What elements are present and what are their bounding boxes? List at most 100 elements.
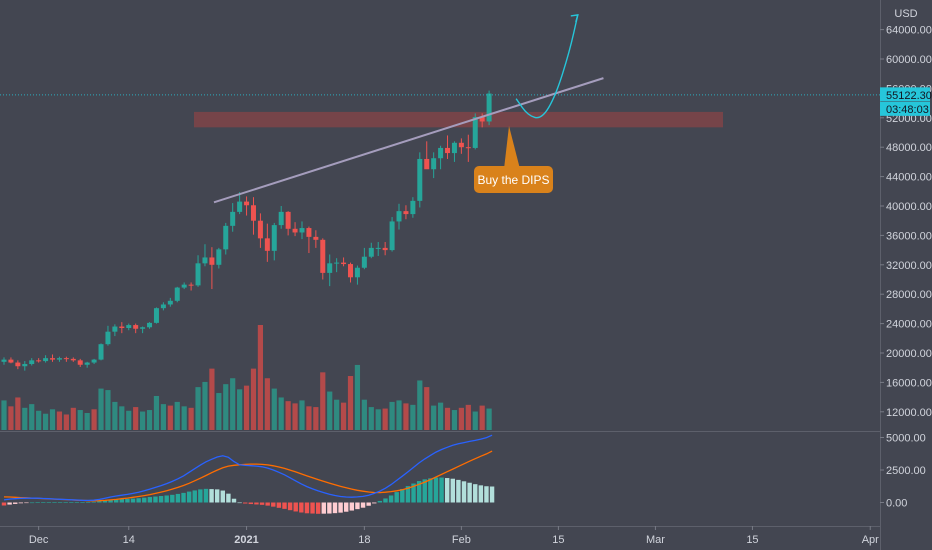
candle[interactable] [431, 158, 437, 170]
candle[interactable] [36, 360, 42, 362]
macd-histogram-bar [214, 489, 220, 503]
candle[interactable] [292, 228, 298, 233]
candle[interactable] [181, 284, 187, 288]
candle[interactable] [313, 236, 319, 240]
candle[interactable] [438, 147, 444, 159]
candle[interactable] [147, 322, 153, 328]
volume-bar [230, 378, 236, 430]
candle[interactable] [70, 358, 76, 361]
candle[interactable] [15, 362, 21, 367]
candle[interactable] [237, 201, 243, 212]
candle[interactable] [417, 158, 423, 201]
candle[interactable] [126, 325, 132, 329]
candle[interactable] [8, 359, 14, 363]
candle[interactable] [140, 327, 146, 329]
candle[interactable] [396, 211, 402, 222]
candle[interactable] [84, 362, 90, 365]
candle[interactable] [403, 211, 409, 215]
candle[interactable] [153, 308, 159, 323]
volume-bar [49, 409, 56, 430]
candle[interactable] [29, 360, 35, 365]
macd-histogram-bar [332, 502, 338, 514]
candle[interactable] [209, 257, 215, 265]
candle[interactable] [465, 147, 471, 149]
candle[interactable] [105, 331, 111, 345]
candle[interactable] [320, 239, 326, 273]
volume-bar [285, 401, 291, 430]
macd-histogram-bar [29, 502, 35, 504]
volume-bar [250, 368, 257, 430]
candle[interactable] [348, 264, 353, 278]
candle[interactable] [479, 117, 485, 122]
candle[interactable] [361, 256, 367, 268]
trendline[interactable] [213, 77, 604, 204]
volume-bar [451, 410, 458, 430]
volume-bar [133, 407, 139, 430]
macd-histogram-bar [175, 493, 181, 503]
candle[interactable] [306, 228, 312, 237]
candle[interactable] [472, 117, 478, 148]
candle[interactable] [91, 359, 97, 363]
candle[interactable] [341, 262, 347, 265]
time-tick-label: Dec [29, 534, 49, 546]
candle[interactable] [327, 263, 333, 273]
candle[interactable] [112, 326, 118, 332]
candle[interactable] [77, 360, 83, 365]
candle[interactable] [244, 201, 250, 206]
price-tick-label: 16000.00 [886, 377, 932, 389]
candle[interactable] [271, 225, 277, 251]
candle[interactable] [299, 228, 305, 233]
candle[interactable] [223, 225, 229, 250]
macd-tick-label: 5000.00 [886, 433, 926, 445]
volume-bar [472, 411, 478, 430]
candle[interactable] [285, 211, 291, 229]
candle[interactable] [98, 344, 104, 360]
candle[interactable] [22, 364, 28, 367]
candle[interactable] [382, 247, 388, 251]
volume-bar [126, 410, 132, 430]
volume-bar [410, 404, 416, 430]
projection-path[interactable] [515, 14, 579, 119]
candle[interactable] [445, 147, 451, 154]
candle[interactable] [451, 142, 457, 154]
currency-label: USD [894, 8, 917, 20]
candle[interactable] [1, 359, 7, 362]
volume-bar [56, 411, 63, 430]
candle[interactable] [63, 358, 69, 360]
candle[interactable] [458, 142, 464, 148]
resistance-zone[interactable] [194, 111, 723, 128]
candle[interactable] [410, 200, 416, 215]
candle[interactable] [188, 284, 194, 286]
candle[interactable] [486, 93, 492, 122]
candle[interactable] [375, 247, 381, 249]
buy-dips-callout[interactable]: Buy the DIPS [474, 126, 553, 193]
candle[interactable] [424, 158, 430, 170]
candle[interactable] [202, 257, 208, 264]
candle[interactable] [50, 358, 56, 360]
volume-bar [431, 405, 437, 430]
candle[interactable] [389, 221, 395, 251]
candle[interactable] [195, 263, 201, 286]
candle[interactable] [230, 211, 236, 226]
candle[interactable] [368, 247, 374, 257]
volume-bar [354, 364, 361, 430]
candle[interactable] [264, 238, 270, 251]
candle[interactable] [216, 249, 222, 265]
candle[interactable] [56, 358, 62, 360]
candle[interactable] [278, 211, 284, 226]
candle[interactable] [160, 304, 166, 309]
candle[interactable] [250, 205, 256, 221]
volume-bar [278, 397, 284, 430]
candle[interactable] [133, 325, 139, 329]
price-tick-label: 32000.00 [886, 260, 932, 272]
candle[interactable] [257, 220, 263, 239]
macd-histogram-bar [299, 502, 304, 513]
candle[interactable] [167, 300, 173, 305]
candle[interactable] [43, 358, 49, 362]
macd-histogram-bar [259, 502, 265, 505]
candle[interactable] [354, 267, 360, 278]
candle[interactable] [334, 262, 340, 264]
candle[interactable] [174, 287, 180, 301]
candle[interactable] [119, 326, 125, 329]
